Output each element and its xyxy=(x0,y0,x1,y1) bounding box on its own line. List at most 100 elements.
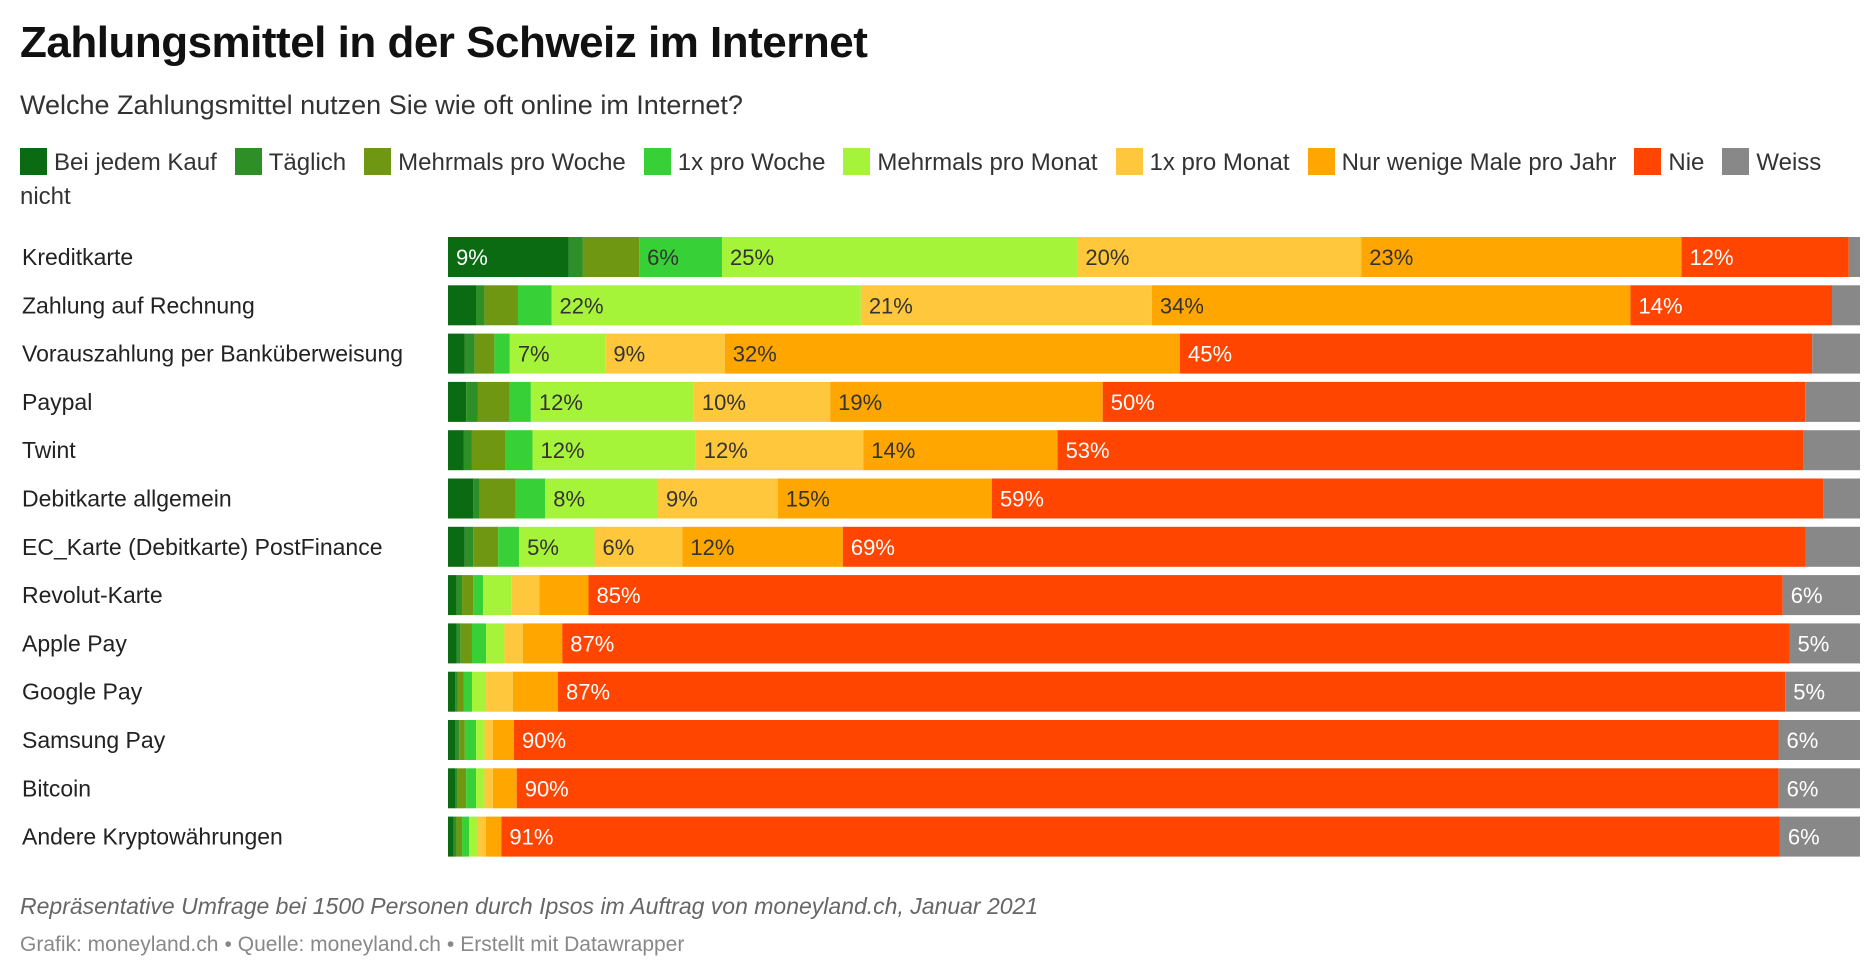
bar-segment-taglich xyxy=(568,237,583,277)
bar-row-kreditkarte: Kreditkarte 9% 6% 25% 20% 23% 12% xyxy=(22,237,1860,277)
bar-segment-bei-jedem-kauf xyxy=(448,333,465,374)
data-label: 25% xyxy=(730,245,774,270)
bar-segment-weiss-nicht xyxy=(1812,333,1860,374)
bar-segment-taglich xyxy=(455,671,458,712)
bar-segment-weiss-nicht xyxy=(1779,816,1860,857)
category-label: Andere Kryptowährungen xyxy=(22,824,283,850)
category-label: Kreditkarte xyxy=(22,244,133,270)
bar-segment-nur-wenige-male-pro-jahr xyxy=(512,671,559,712)
bar-segment-nur-wenige-male-pro-jahr xyxy=(863,430,1058,471)
bar-row-zahlung-auf-rechnung: Zahlung auf Rechnung 22% 21% 34% 14% xyxy=(22,285,1860,326)
data-label: 12% xyxy=(690,535,734,560)
chart-credits: Grafik: moneyland.ch • Quelle: moneyland.c… xyxy=(20,933,684,957)
bar-segment-mehrmals-pro-monat xyxy=(721,237,1078,277)
data-label: 85% xyxy=(597,583,641,608)
bar-segment-weiss-nicht xyxy=(1805,526,1860,567)
bar-segment-1x-pro-woche xyxy=(509,381,531,422)
bar-segment-1x-pro-woche xyxy=(471,623,487,664)
bar-segment-weiss-nicht xyxy=(1848,237,1860,277)
legend-item-1x-pro-woche: 1x pro Woche xyxy=(643,148,826,176)
legend-item-mehrmals-pro-woche: Mehrmals pro Woche xyxy=(364,148,626,176)
bar-segment-nie xyxy=(842,526,1806,567)
data-label: 12% xyxy=(1690,245,1734,270)
data-label: 87% xyxy=(570,631,614,656)
bar-segment-bei-jedem-kauf xyxy=(448,381,467,422)
bar-segment-1x-pro-monat xyxy=(1077,237,1362,277)
data-label: 12% xyxy=(539,390,583,415)
bar-segment-1x-pro-woche xyxy=(473,575,484,616)
bar-segment-mehrmals-pro-woche xyxy=(460,623,472,664)
bar-segment-taglich xyxy=(466,381,478,422)
bar-segment-weiss-nicht xyxy=(1803,430,1860,471)
bar-segment-weiss-nicht xyxy=(1789,623,1860,664)
bar-segment-taglich xyxy=(455,720,460,760)
bar-segment-bei-jedem-kauf xyxy=(448,768,456,809)
legend-swatch xyxy=(843,148,871,175)
data-label: 5% xyxy=(1797,631,1829,656)
bar-segment-nur-wenige-male-pro-jahr xyxy=(682,526,843,567)
data-label: 22% xyxy=(560,293,604,318)
legend-label: 1x pro Monat xyxy=(1149,149,1290,176)
bar-segment-nur-wenige-male-pro-jahr xyxy=(485,816,502,857)
legend-label: 1x pro Woche xyxy=(677,149,826,176)
data-label: 53% xyxy=(1066,438,1110,463)
legend-swatch xyxy=(1115,148,1143,175)
bar-segment-mehrmals-pro-monat xyxy=(476,720,485,760)
bar-segment-mehrmals-pro-monat xyxy=(476,768,485,809)
bar-segment-mehrmals-pro-woche xyxy=(457,768,467,809)
bar-segment-taglich xyxy=(456,623,461,664)
data-label: 91% xyxy=(509,825,553,850)
data-label: 59% xyxy=(1000,487,1044,512)
data-label: 32% xyxy=(733,342,777,367)
bar-row-debitkarte-allgemein: Debitkarte allgemein 8% 9% 15% 59% xyxy=(22,478,1860,519)
data-label: 20% xyxy=(1085,245,1129,270)
category-label: Samsung Pay xyxy=(22,727,166,753)
legend-label: Täglich xyxy=(268,149,347,176)
bar-segment-1x-pro-woche xyxy=(515,478,546,519)
bar-segment-mehrmals-pro-woche xyxy=(477,381,510,422)
bar-segment-1x-pro-monat xyxy=(511,575,540,616)
credit-source: Quelle: moneyland.ch xyxy=(237,933,441,956)
legend-label: Nie xyxy=(1668,149,1705,176)
bar-segment-taglich xyxy=(475,285,485,326)
bar-segment-1x-pro-monat xyxy=(484,768,493,809)
bar-segment-bei-jedem-kauf xyxy=(448,285,476,326)
bar-segment-taglich xyxy=(453,816,457,857)
bar-segment-nie xyxy=(558,671,1786,712)
credit-tool: Erstellt mit Datawrapper xyxy=(460,933,685,956)
bar-segment-mehrmals-pro-woche xyxy=(462,575,474,616)
bar-segment-taglich xyxy=(464,333,475,374)
bar-segment-mehrmals-pro-monat xyxy=(530,381,694,422)
bar-segment-1x-pro-monat xyxy=(695,430,864,471)
category-label: Paypal xyxy=(22,389,92,415)
data-label: 50% xyxy=(1111,390,1155,415)
legend-item-1x-pro-monat: 1x pro Monat xyxy=(1115,148,1290,176)
legend-item-bei-jedem-kauf: Bei jedem Kauf xyxy=(20,148,217,176)
legend-swatch xyxy=(1634,148,1662,175)
legend-swatch xyxy=(643,148,671,175)
credit-separator: • xyxy=(224,933,232,956)
bar-segment-nur-wenige-male-pro-jahr xyxy=(724,333,1180,374)
category-label: Twint xyxy=(22,437,76,463)
bar-segment-1x-pro-monat xyxy=(594,526,683,567)
bar-segment-mehrmals-pro-monat xyxy=(519,526,595,567)
bar-row-paypal: Paypal 12% 10% 19% 50% xyxy=(22,381,1860,422)
chart-title: Zahlungsmittel in der Schweiz im Interne… xyxy=(20,18,868,67)
bar-segment-weiss-nicht xyxy=(1782,575,1860,616)
bar-segment-nie xyxy=(514,720,1779,760)
bar-segment-1x-pro-woche xyxy=(517,285,552,326)
data-label: 9% xyxy=(456,245,488,270)
legend-swatch xyxy=(1307,148,1335,175)
category-label: Bitcoin xyxy=(22,775,91,801)
bar-segment-weiss-nicht xyxy=(1805,381,1860,422)
bar-row-revolut-karte: Revolut-Karte 85% 6% xyxy=(22,575,1860,616)
bar-segment-1x-pro-monat xyxy=(860,285,1152,326)
bar-segment-nur-wenige-male-pro-jahr xyxy=(522,623,563,664)
category-label: Zahlung auf Rechnung xyxy=(22,292,255,318)
data-label: 21% xyxy=(869,293,913,318)
bar-segment-mehrmals-pro-monat xyxy=(483,575,512,616)
chart-legend: Bei jedem Kauf Täglich Mehrmals pro Woche 1… xyxy=(20,146,1860,214)
data-label: 23% xyxy=(1369,245,1413,270)
legend-swatch xyxy=(364,148,392,175)
data-label: 34% xyxy=(1160,293,1204,318)
